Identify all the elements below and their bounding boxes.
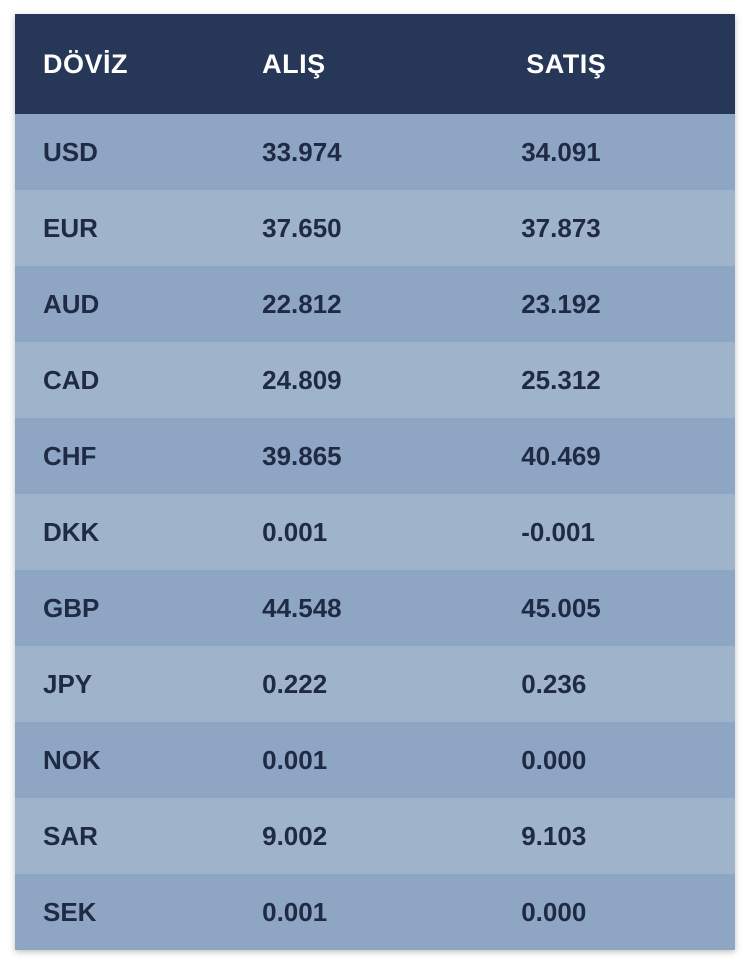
buy-price: 37.650 xyxy=(262,213,481,244)
table-row: GBP44.54845.005 xyxy=(15,570,735,646)
table-row: CAD24.80925.312 xyxy=(15,342,735,418)
buy-price: 0.222 xyxy=(262,669,481,700)
sell-price: -0.001 xyxy=(481,517,707,548)
table-row: DKK0.001-0.001 xyxy=(15,494,735,570)
sell-price: 25.312 xyxy=(481,365,707,396)
buy-price: 39.865 xyxy=(262,441,481,472)
header-sell: SATIŞ xyxy=(481,49,707,80)
table-row: USD33.97434.091 xyxy=(15,114,735,190)
buy-price: 0.001 xyxy=(262,517,481,548)
buy-price: 0.001 xyxy=(262,745,481,776)
sell-price: 23.192 xyxy=(481,289,707,320)
sell-price: 40.469 xyxy=(481,441,707,472)
currency-code: AUD xyxy=(43,289,262,320)
sell-price: 0.000 xyxy=(481,897,707,928)
currency-table: DÖVİZ ALIŞ SATIŞ USD33.97434.091EUR37.65… xyxy=(15,14,735,950)
header-currency: DÖVİZ xyxy=(43,49,262,80)
table-row: NOK0.0010.000 xyxy=(15,722,735,798)
buy-price: 33.974 xyxy=(262,137,481,168)
sell-price: 9.103 xyxy=(481,821,707,852)
header-buy: ALIŞ xyxy=(262,49,481,80)
buy-price: 22.812 xyxy=(262,289,481,320)
currency-code: SEK xyxy=(43,897,262,928)
currency-code: DKK xyxy=(43,517,262,548)
currency-code: CHF xyxy=(43,441,262,472)
currency-code: CAD xyxy=(43,365,262,396)
table-row: JPY0.2220.236 xyxy=(15,646,735,722)
currency-code: JPY xyxy=(43,669,262,700)
currency-code: SAR xyxy=(43,821,262,852)
sell-price: 0.000 xyxy=(481,745,707,776)
table-row: AUD22.81223.192 xyxy=(15,266,735,342)
currency-code: USD xyxy=(43,137,262,168)
currency-code: NOK xyxy=(43,745,262,776)
table-header-row: DÖVİZ ALIŞ SATIŞ xyxy=(15,14,735,114)
buy-price: 44.548 xyxy=(262,593,481,624)
sell-price: 37.873 xyxy=(481,213,707,244)
buy-price: 24.809 xyxy=(262,365,481,396)
buy-price: 9.002 xyxy=(262,821,481,852)
currency-code: EUR xyxy=(43,213,262,244)
sell-price: 34.091 xyxy=(481,137,707,168)
sell-price: 0.236 xyxy=(481,669,707,700)
table-row: EUR37.65037.873 xyxy=(15,190,735,266)
currency-code: GBP xyxy=(43,593,262,624)
table-row: SAR9.0029.103 xyxy=(15,798,735,874)
table-row: CHF39.86540.469 xyxy=(15,418,735,494)
sell-price: 45.005 xyxy=(481,593,707,624)
buy-price: 0.001 xyxy=(262,897,481,928)
table-row: SEK0.0010.000 xyxy=(15,874,735,950)
